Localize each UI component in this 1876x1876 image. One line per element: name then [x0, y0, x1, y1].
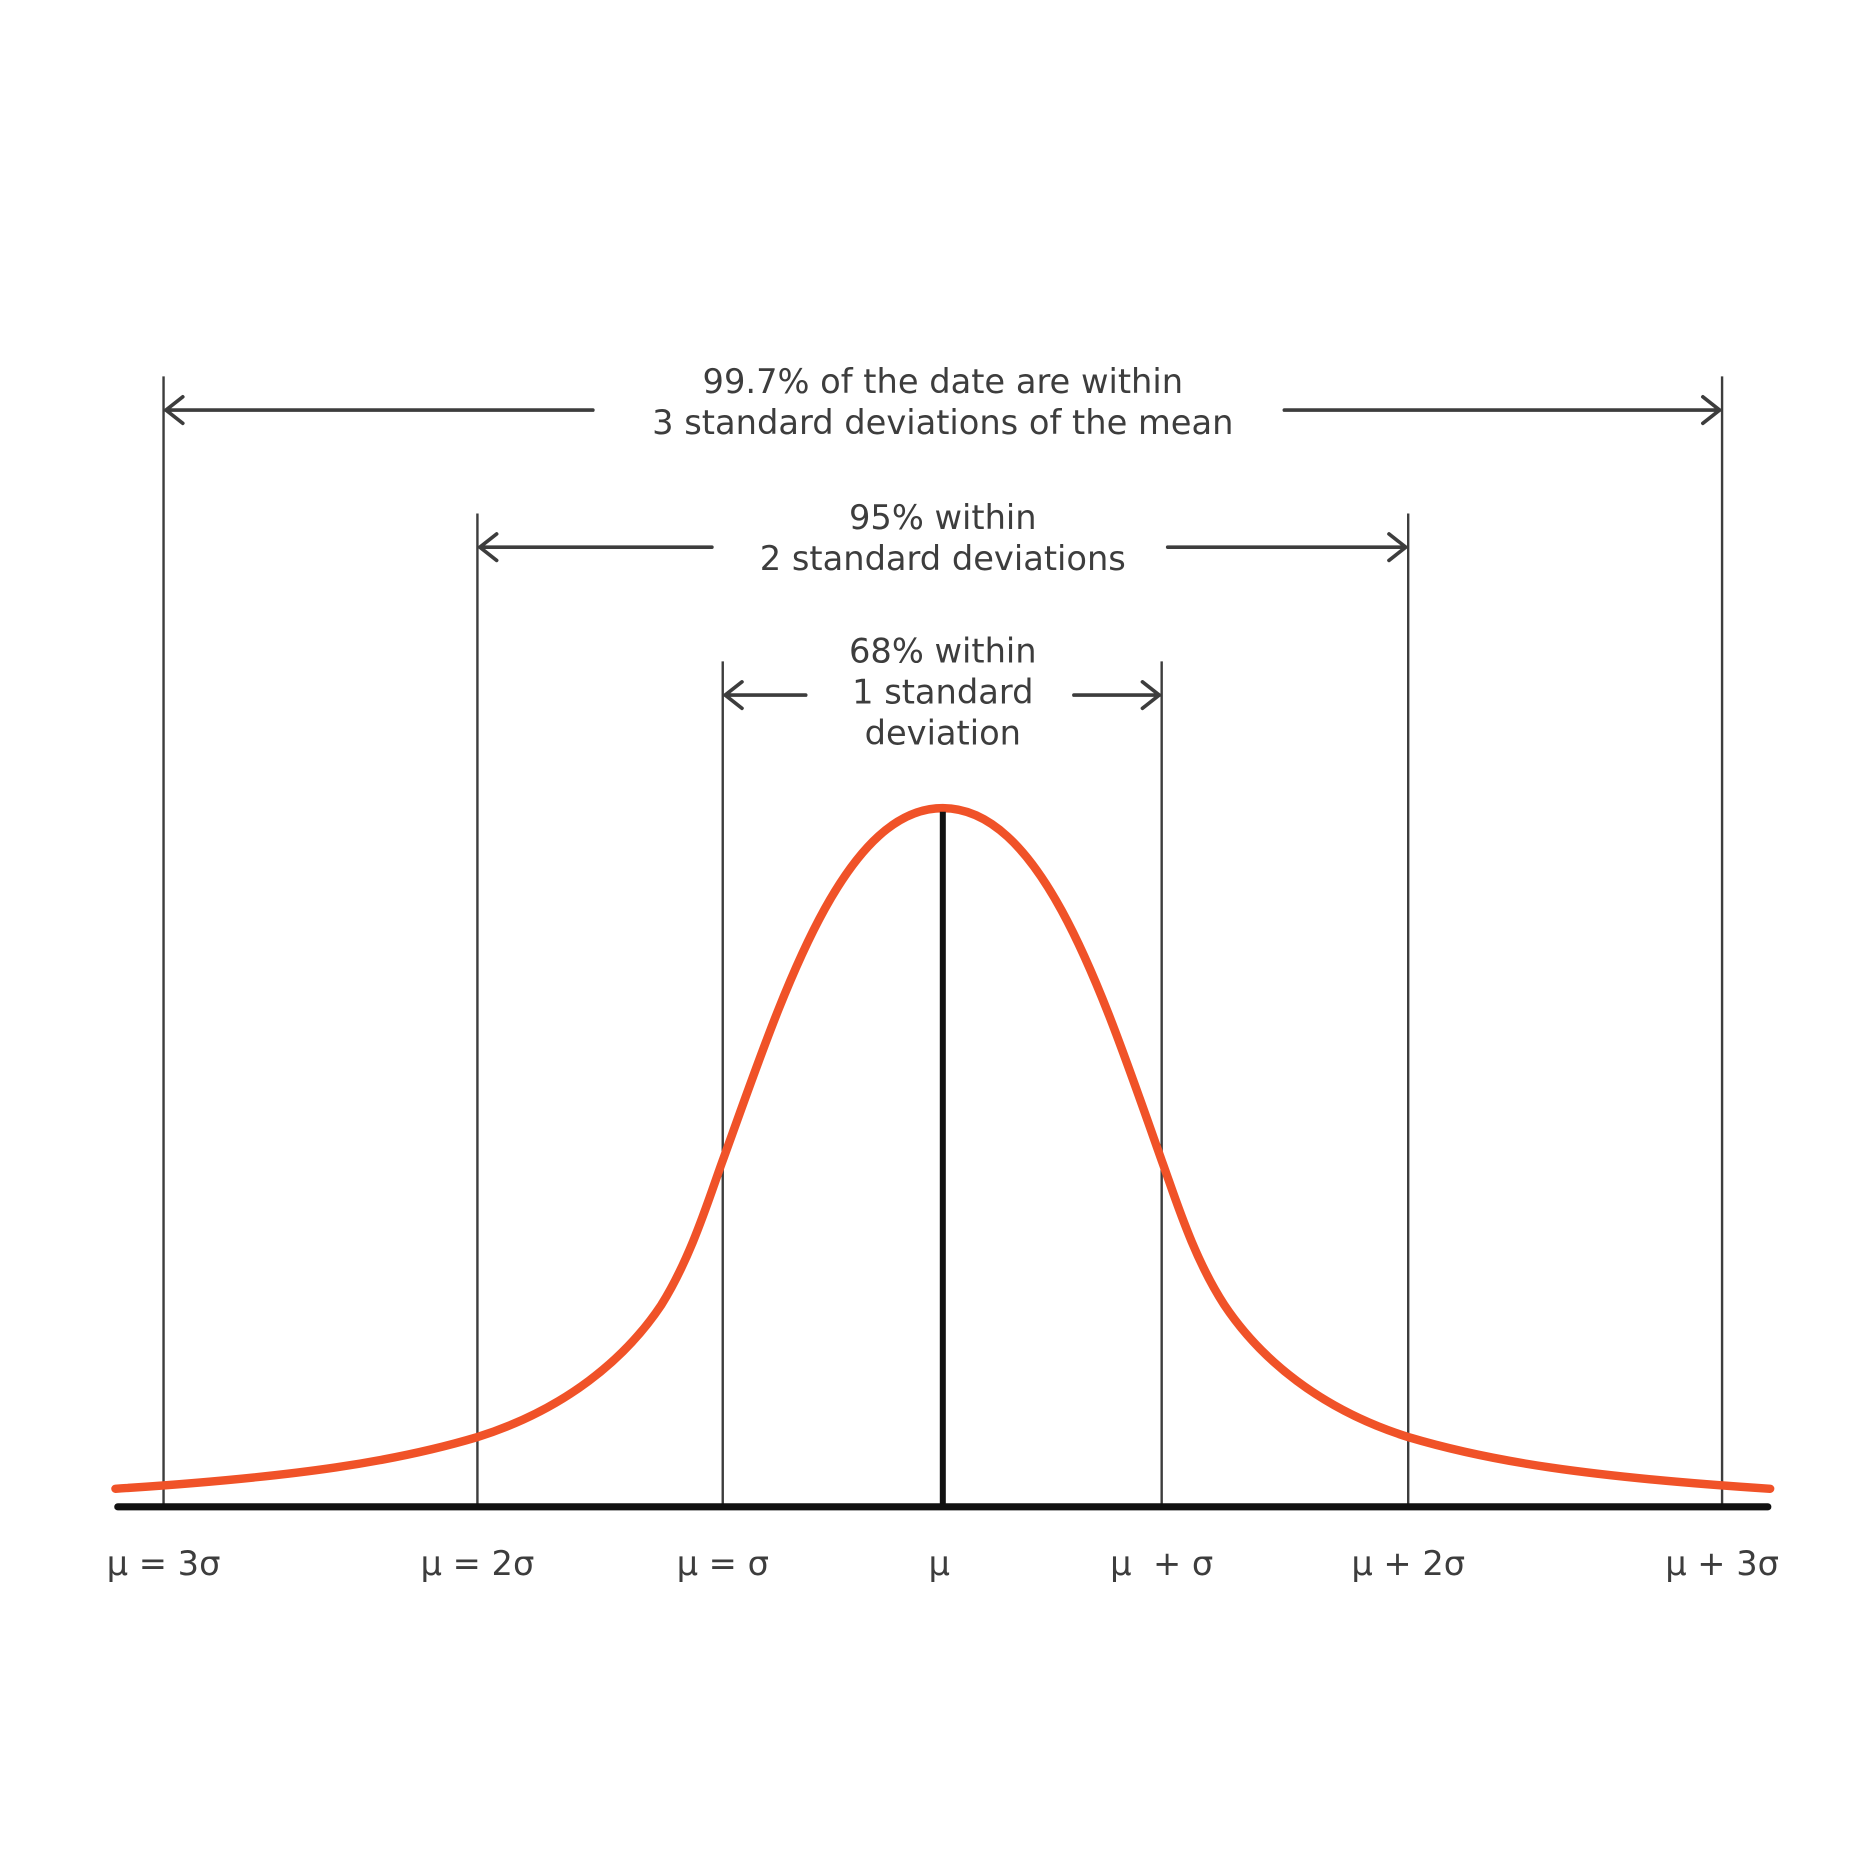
axis-label: μ + σ: [1110, 1544, 1213, 1583]
annotation-text: deviation: [865, 713, 1021, 752]
axis-label: μ = σ: [677, 1544, 769, 1583]
arrow: [164, 395, 595, 426]
axis-label: μ + 2σ: [1351, 1544, 1465, 1583]
axis-label: μ: [928, 1544, 949, 1583]
arrow: [478, 532, 714, 563]
axis-label: μ = 2σ: [421, 1544, 535, 1583]
axis-label: μ + 3σ: [1665, 1544, 1779, 1583]
annotation-text: 1 standard: [852, 672, 1033, 711]
arrow: [723, 680, 808, 711]
arrow: [1072, 680, 1162, 711]
annotation-text: 3 standard deviations of the mean: [652, 403, 1233, 442]
guide-lines: [162, 376, 1724, 1507]
annotation-text: 99.7% of the date are within: [703, 362, 1184, 401]
arrow: [1282, 395, 1722, 426]
annotation-text: 95% within: [849, 498, 1037, 537]
arrows: [164, 395, 1722, 711]
annotation-text: 2 standard deviations: [760, 539, 1126, 578]
annotation-text: 68% within: [849, 631, 1037, 670]
axis-label: μ = 3σ: [107, 1544, 221, 1583]
arrow: [1165, 532, 1408, 563]
bell-curve: [111, 803, 1775, 1493]
